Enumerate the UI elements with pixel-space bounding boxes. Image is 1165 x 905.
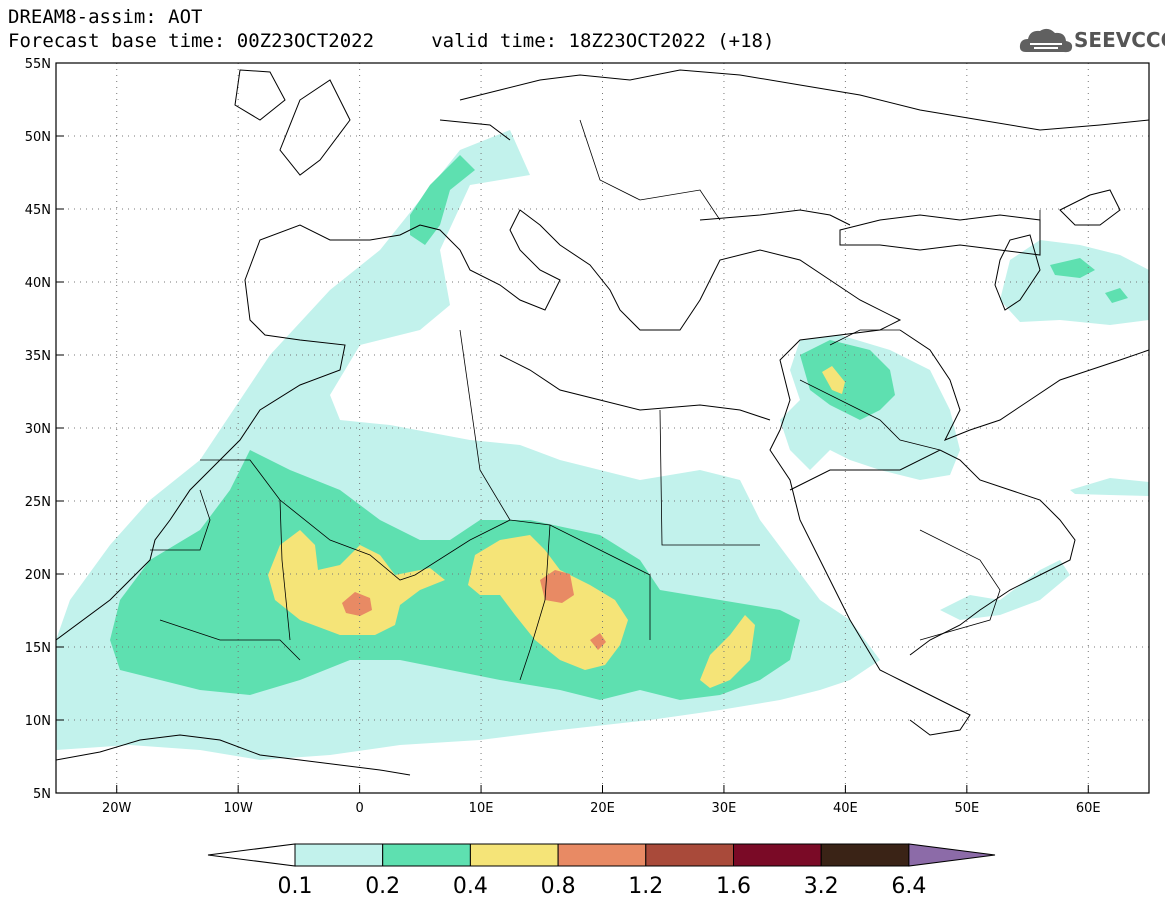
- y-tick-label: 50N: [25, 130, 51, 145]
- colorbar-label: 0.2: [365, 874, 400, 899]
- x-tick-label: 10E: [469, 801, 494, 816]
- x-tick-label: 20W: [102, 801, 132, 816]
- colorbar-box: [294, 843, 384, 867]
- x-tick-label: 20E: [590, 801, 615, 816]
- colorbar-label: 0.4: [453, 874, 488, 899]
- colorbar: 0.1 0.2 0.4 0.8 1.2 1.6 3.2 6.4: [207, 843, 996, 899]
- map-title: DREAM8-assim: AOT: [8, 6, 203, 28]
- x-tick-label: 30E: [712, 801, 737, 816]
- graticule: [56, 63, 1149, 793]
- y-tick-label: 5N: [33, 787, 51, 802]
- colorbar-label: 3.2: [804, 874, 839, 899]
- colorbar-box: [382, 843, 471, 867]
- y-tick-label: 15N: [25, 641, 51, 656]
- coastlines: [56, 69, 1149, 776]
- x-tick-label: 0: [355, 801, 363, 816]
- colorbar-label: 6.4: [891, 874, 926, 899]
- colorbar-label: 0.8: [541, 874, 576, 899]
- cloud-logo-icon: [1019, 28, 1073, 53]
- aot-shading: [56, 130, 1149, 760]
- colorbar-under-triangle: [207, 843, 296, 867]
- y-tick-label: 55N: [25, 57, 51, 72]
- x-tick-label: 10W: [223, 801, 253, 816]
- country-borders: [150, 119, 1041, 681]
- y-tick-label: 25N: [25, 495, 51, 510]
- colorbar-label: 1.2: [628, 874, 663, 899]
- y-tick-label: 10N: [25, 714, 51, 729]
- colorbar-label: 1.6: [716, 874, 751, 899]
- logo-text: SEEVCCC: [1074, 28, 1165, 52]
- longitude-axis: 20W 10W 0 10E 20E 30E 40E 50E 60E: [102, 785, 1101, 816]
- y-tick-label: 20N: [25, 568, 51, 583]
- colorbar-box: [557, 843, 647, 867]
- latitude-axis: 5N 10N 15N 20N 25N 30N 35N 40N 45N 50N 55N: [25, 57, 64, 802]
- y-tick-label: 35N: [25, 349, 51, 364]
- colorbar-box: [645, 843, 734, 867]
- colorbar-box: [733, 843, 822, 867]
- forecast-time-line: Forecast base time: 00Z23OCT2022 valid t…: [8, 30, 775, 52]
- y-tick-label: 30N: [25, 422, 51, 437]
- colorbar-label: 0.1: [278, 874, 313, 899]
- y-tick-label: 45N: [25, 203, 51, 218]
- x-tick-label: 40E: [833, 801, 858, 816]
- x-tick-label: 60E: [1076, 801, 1101, 816]
- colorbar-box: [820, 843, 910, 867]
- x-tick-label: 50E: [954, 801, 979, 816]
- seevccc-logo: SEEVCCC: [1018, 24, 1165, 58]
- colorbar-over-triangle: [908, 843, 996, 867]
- y-tick-label: 40N: [25, 276, 51, 291]
- colorbar-box: [469, 843, 559, 867]
